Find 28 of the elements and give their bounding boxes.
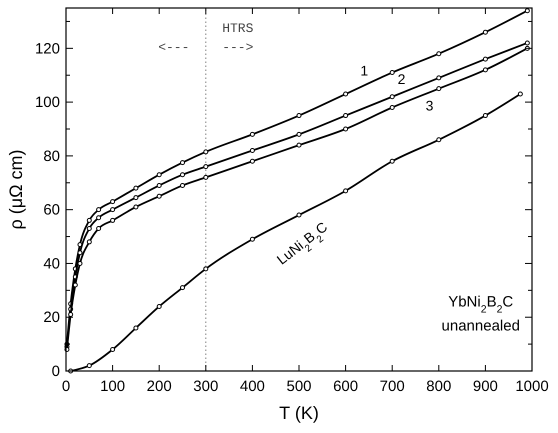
series-label: 1: [360, 62, 368, 78]
y-tick-label: 80: [43, 148, 60, 165]
annotation: YbNi$_{2}$B$_{2}$C: [448, 293, 514, 316]
x-tick-label: 1000: [515, 378, 549, 395]
annotation: --->: [222, 40, 254, 56]
x-tick-label: 800: [426, 378, 452, 395]
y-axis-title: ρ (μΩ cm): [6, 149, 26, 230]
x-tick-label: 0: [62, 378, 70, 395]
x-tick-label: 400: [240, 378, 265, 395]
x-tick-label: 600: [333, 378, 358, 395]
annotation: HTRS: [222, 21, 254, 36]
annotation: <---: [158, 40, 190, 56]
y-tick-label: 120: [34, 40, 60, 58]
x-tick-label: 100: [100, 378, 126, 395]
y-tick-label: 20: [43, 309, 60, 326]
annotation: unannealed: [442, 318, 520, 335]
series-label: 2: [398, 70, 406, 87]
y-tick-label: 40: [43, 255, 60, 272]
x-tick-label: 300: [193, 378, 218, 395]
x-tick-label: 900: [472, 378, 498, 395]
x-tick-label: 200: [146, 378, 172, 395]
y-tick-label: 0: [52, 363, 60, 380]
x-tick-label: 700: [380, 378, 405, 395]
x-axis-title: T (K): [279, 403, 319, 423]
y-tick-label: 60: [43, 202, 60, 219]
y-tick-label: 100: [34, 94, 60, 112]
x-tick-label: 500: [286, 378, 312, 395]
series-label: 3: [426, 97, 434, 114]
